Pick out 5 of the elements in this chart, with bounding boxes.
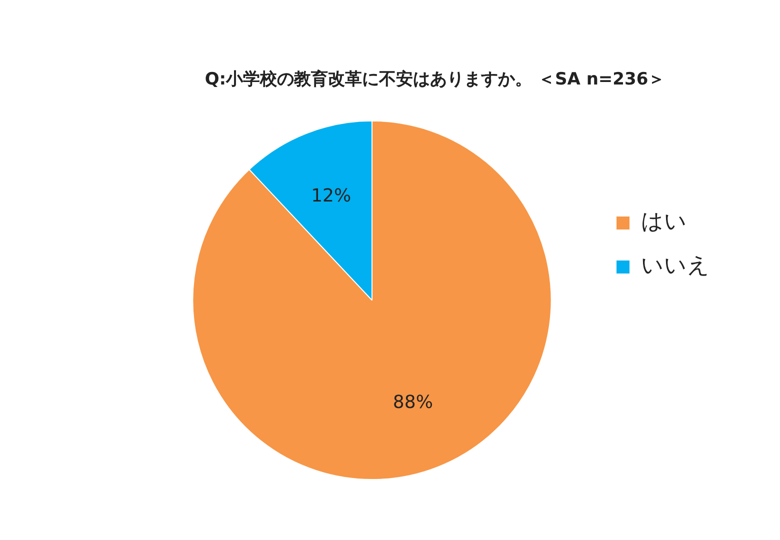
data-label: 12% <box>311 186 352 207</box>
legend-label: はい <box>641 210 687 235</box>
chart-title: Q:小学校の教育改革に不安はありますか。 ＜SA n=236＞ <box>204 68 666 90</box>
legend-label: いいえ <box>641 254 710 279</box>
data-label: 88% <box>392 392 433 414</box>
